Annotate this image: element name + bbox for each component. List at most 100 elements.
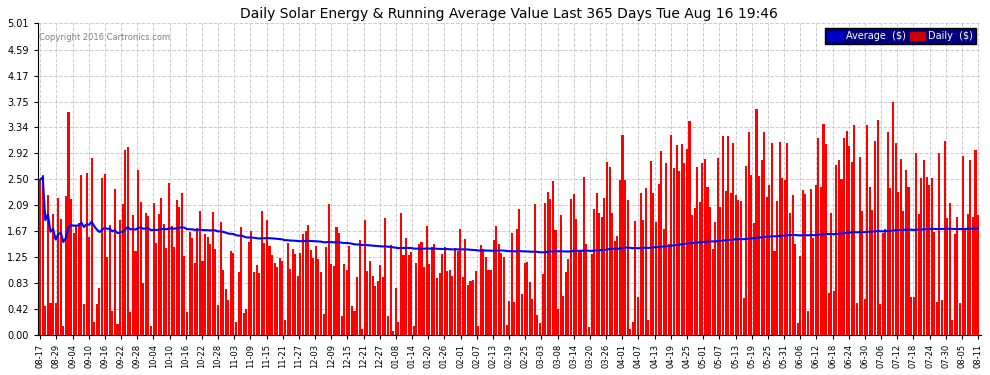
Bar: [384, 219, 386, 335]
Bar: [742, 298, 744, 335]
Text: Copyright 2016 Cartronics.com: Copyright 2016 Cartronics.com: [40, 33, 170, 42]
Bar: [250, 231, 252, 335]
Bar: [405, 238, 407, 335]
Bar: [149, 326, 152, 335]
Bar: [858, 157, 860, 335]
Bar: [379, 266, 381, 335]
Bar: [160, 198, 162, 335]
Bar: [194, 263, 196, 335]
Bar: [196, 228, 198, 335]
Bar: [297, 276, 299, 335]
Bar: [199, 211, 201, 335]
Bar: [683, 162, 685, 335]
Bar: [165, 249, 167, 335]
Bar: [191, 238, 193, 335]
Bar: [188, 232, 191, 335]
Bar: [47, 195, 49, 335]
Bar: [289, 268, 291, 335]
Bar: [956, 217, 958, 335]
Bar: [521, 294, 523, 335]
Bar: [831, 213, 833, 335]
Bar: [248, 242, 249, 335]
Bar: [567, 259, 569, 335]
Bar: [294, 254, 296, 335]
Bar: [936, 302, 938, 335]
Bar: [310, 251, 312, 335]
Bar: [735, 195, 737, 335]
Bar: [209, 244, 211, 335]
Bar: [900, 159, 902, 335]
Bar: [643, 220, 644, 335]
Bar: [253, 272, 255, 335]
Bar: [461, 278, 463, 335]
Bar: [640, 194, 642, 335]
Bar: [614, 241, 616, 335]
Bar: [678, 171, 680, 335]
Bar: [820, 187, 822, 335]
Bar: [127, 147, 129, 335]
Bar: [961, 156, 963, 335]
Bar: [361, 328, 363, 335]
Bar: [828, 293, 830, 335]
Bar: [390, 245, 392, 335]
Bar: [572, 194, 574, 335]
Bar: [456, 251, 458, 335]
Bar: [371, 276, 373, 335]
Bar: [498, 244, 500, 335]
Bar: [117, 324, 119, 335]
Bar: [75, 225, 77, 335]
Bar: [551, 181, 554, 335]
Bar: [575, 219, 577, 335]
Bar: [111, 310, 113, 335]
Bar: [892, 102, 894, 335]
Bar: [802, 190, 804, 335]
Bar: [376, 281, 379, 335]
Bar: [143, 283, 145, 335]
Bar: [350, 306, 353, 335]
Bar: [712, 249, 714, 335]
Bar: [124, 150, 127, 335]
Bar: [895, 143, 897, 335]
Bar: [500, 254, 503, 335]
Bar: [974, 150, 976, 335]
Bar: [657, 184, 659, 335]
Bar: [662, 229, 664, 335]
Bar: [382, 276, 384, 335]
Bar: [397, 322, 399, 335]
Bar: [704, 159, 706, 335]
Bar: [681, 144, 683, 335]
Bar: [369, 261, 371, 335]
Bar: [436, 278, 438, 335]
Bar: [915, 153, 918, 335]
Bar: [225, 289, 227, 335]
Bar: [469, 281, 471, 335]
Bar: [670, 135, 672, 335]
Bar: [951, 320, 953, 335]
Bar: [464, 239, 466, 335]
Bar: [591, 254, 593, 335]
Bar: [644, 188, 646, 335]
Bar: [183, 256, 185, 335]
Bar: [93, 322, 95, 335]
Bar: [426, 226, 428, 335]
Bar: [534, 204, 536, 335]
Bar: [725, 191, 727, 335]
Bar: [913, 297, 915, 335]
Legend: Average  ($), Daily  ($): Average ($), Daily ($): [826, 28, 976, 44]
Bar: [833, 291, 835, 335]
Bar: [630, 329, 632, 335]
Bar: [217, 305, 219, 335]
Bar: [580, 251, 582, 335]
Bar: [570, 199, 572, 335]
Bar: [959, 303, 961, 335]
Bar: [879, 304, 881, 335]
Bar: [823, 124, 825, 335]
Bar: [598, 213, 600, 335]
Bar: [921, 177, 923, 335]
Bar: [353, 310, 355, 335]
Bar: [542, 274, 544, 335]
Bar: [132, 215, 134, 335]
Bar: [519, 209, 521, 335]
Bar: [59, 219, 61, 335]
Bar: [65, 196, 67, 335]
